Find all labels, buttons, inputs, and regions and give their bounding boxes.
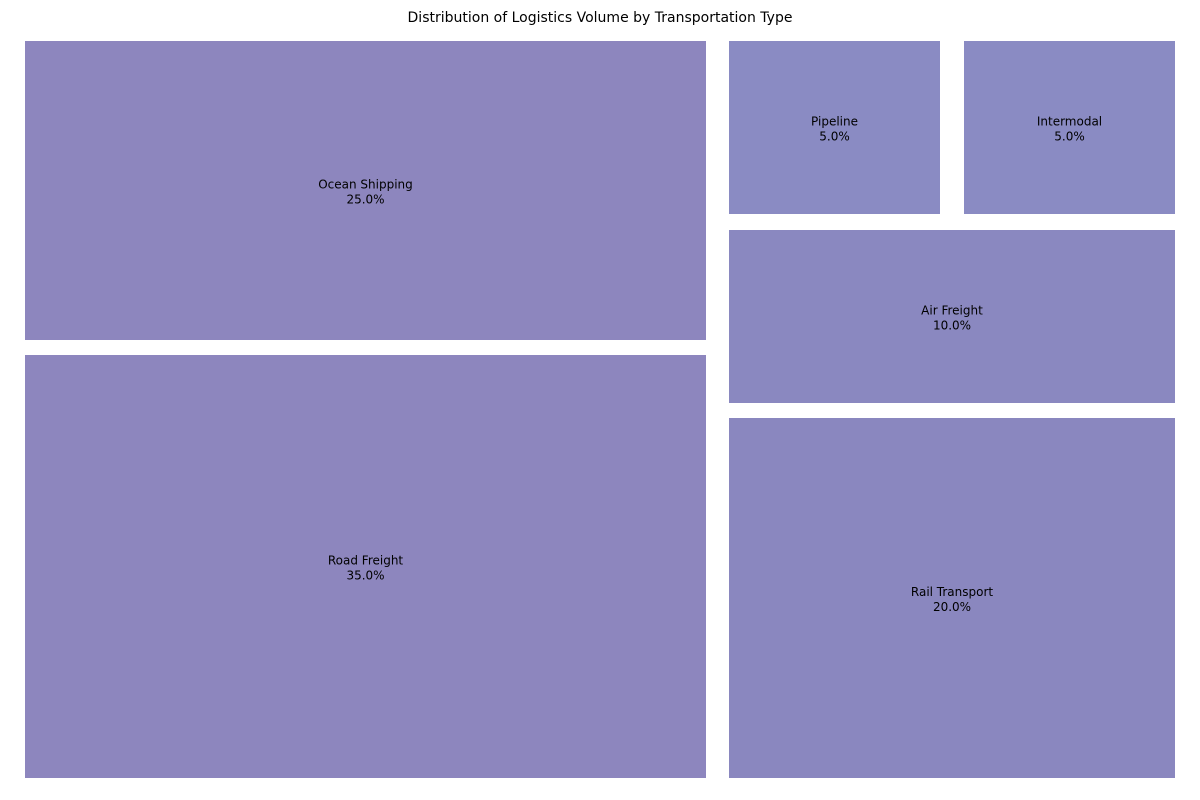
chart-title: Distribution of Logistics Volume by Tran… <box>407 10 793 26</box>
tile-value-rail-transport: 20.0% <box>933 600 971 614</box>
tile-value-road-freight: 35.0% <box>346 569 384 583</box>
tile-label-air-freight: Air Freight <box>921 304 983 318</box>
tile-road-freight <box>25 355 706 778</box>
tile-value-ocean-shipping: 25.0% <box>346 193 384 207</box>
tile-label-rail-transport: Rail Transport <box>911 585 994 599</box>
tile-pipeline <box>729 41 940 214</box>
tile-label-intermodal: Intermodal <box>1037 115 1102 129</box>
tile-value-intermodal: 5.0% <box>1054 130 1085 144</box>
tile-label-road-freight: Road Freight <box>328 554 404 568</box>
tile-value-pipeline: 5.0% <box>819 130 850 144</box>
tile-value-air-freight: 10.0% <box>933 319 971 333</box>
tile-air-freight <box>729 230 1175 403</box>
tile-intermodal <box>964 41 1175 214</box>
tile-rail-transport <box>729 418 1175 778</box>
tile-label-ocean-shipping: Ocean Shipping <box>318 178 413 192</box>
tile-label-pipeline: Pipeline <box>811 115 858 129</box>
tile-ocean-shipping <box>25 41 706 340</box>
